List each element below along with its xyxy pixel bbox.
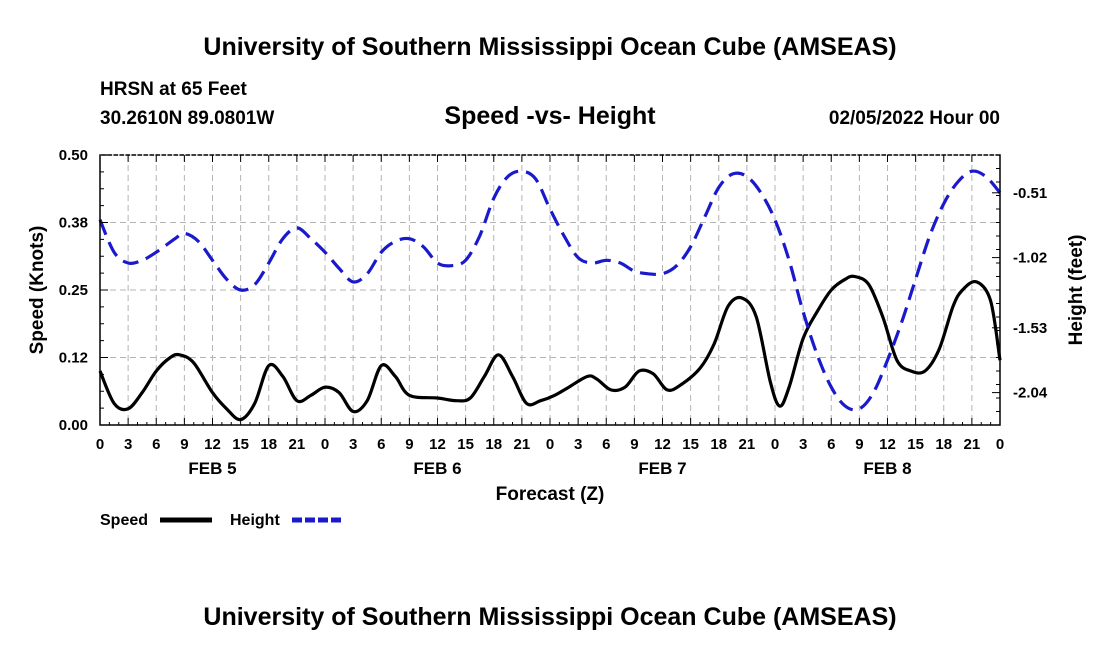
x-tick-label: 0 (321, 436, 329, 453)
x-tick-label: 3 (349, 436, 357, 453)
grid-lines (100, 155, 1000, 425)
x-tick-label: 12 (204, 436, 221, 453)
x-tick-label: 18 (485, 436, 502, 453)
x-tick-label: 12 (879, 436, 896, 453)
x-tick-label: 6 (602, 436, 610, 453)
x-tick-label: 0 (96, 436, 104, 453)
y-tick-label: 0.50 (59, 147, 88, 164)
y2-tick-label: -1.02 (1013, 250, 1047, 267)
x-tick-label: 21 (514, 436, 531, 453)
x-tick-label: 21 (964, 436, 981, 453)
day-label: FEB 6 (413, 459, 461, 478)
chart-title-bottom: University of Southern Mississippi Ocean… (203, 603, 896, 631)
x-tick-label: 15 (682, 436, 699, 453)
axis-ticks: 0 3 6 9 12 15 18 21 0 3 6 9 12 15 18 21 0 3 6 9 12 15 18 21 0 3 6 9… (59, 147, 1048, 478)
date-label: 02/05/2022 Hour 00 (829, 108, 1000, 129)
y-tick-label: 0.25 (59, 282, 88, 299)
y-tick-label: 0.00 (59, 417, 88, 434)
x-tick-label: 18 (260, 436, 277, 453)
x-tick-label: 6 (377, 436, 385, 453)
x-tick-label: 9 (180, 436, 188, 453)
x-tick-label: 6 (827, 436, 835, 453)
x-tick-label: 3 (799, 436, 807, 453)
day-label: FEB 7 (638, 459, 686, 478)
day-label: FEB 5 (188, 459, 236, 478)
y-tick-label: 0.12 (59, 350, 88, 367)
x-tick-label: 0 (771, 436, 779, 453)
x-tick-label: 21 (739, 436, 756, 453)
x-tick-label: 12 (429, 436, 446, 453)
x-tick-label: 9 (405, 436, 413, 453)
chart-title-top: University of Southern Mississippi Ocean… (203, 33, 896, 61)
day-label: FEB 8 (863, 459, 911, 478)
x-tick-label: 9 (855, 436, 863, 453)
height-series-line (98, 169, 1002, 412)
x-axis-label: Forecast (Z) (496, 484, 605, 505)
legend-height-label: Height (230, 512, 280, 529)
speed-series-line (98, 274, 1002, 422)
location-label: 30.2610N 89.0801W (100, 108, 274, 129)
x-tick-label: 9 (630, 436, 638, 453)
x-tick-label: 18 (935, 436, 952, 453)
y2-tick-label: -2.04 (1013, 385, 1048, 402)
y2-tick-label: -1.53 (1013, 320, 1047, 337)
y-tick-label: 0.38 (59, 215, 88, 232)
legend-speed-label: Speed (100, 512, 148, 529)
x-tick-label: 3 (574, 436, 582, 453)
x-tick-label: 3 (124, 436, 132, 453)
x-tick-label: 15 (232, 436, 249, 453)
x-tick-label: 15 (907, 436, 924, 453)
y2-axis-label: Height (feet) (1066, 235, 1087, 346)
y2-tick-label: -0.51 (1013, 185, 1047, 202)
x-tick-label: 0 (996, 436, 1004, 453)
chart-title: Speed -vs- Height (444, 102, 656, 130)
x-tick-label: 18 (710, 436, 727, 453)
series-layer (98, 169, 1002, 422)
x-tick-label: 6 (152, 436, 160, 453)
x-tick-label: 15 (457, 436, 474, 453)
x-tick-label: 21 (289, 436, 306, 453)
legend: Speed Height (100, 512, 342, 529)
x-tick-label: 12 (654, 436, 671, 453)
x-tick-label: 0 (546, 436, 554, 453)
y-axis-label: Speed (Knots) (27, 226, 48, 355)
station-label: HRSN at 65 Feet (100, 79, 247, 100)
